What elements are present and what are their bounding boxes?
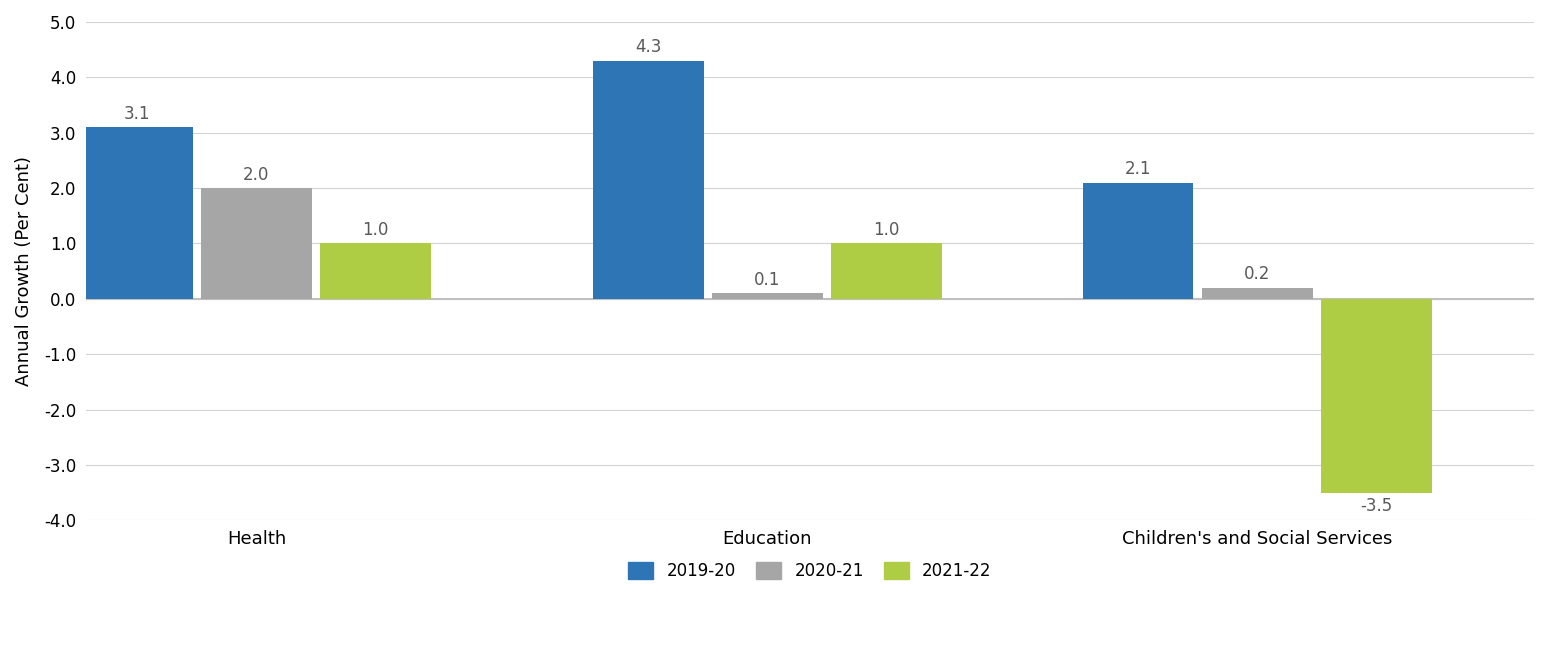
Text: 0.1: 0.1	[754, 271, 781, 289]
Bar	[832, 243, 942, 299]
Bar	[593, 61, 703, 299]
Text: 1.0: 1.0	[874, 221, 900, 239]
Bar	[321, 243, 431, 299]
Bar	[201, 188, 311, 299]
Text: 4.3: 4.3	[635, 38, 661, 56]
Bar	[713, 293, 823, 299]
Bar	[1321, 299, 1431, 492]
Bar	[82, 127, 192, 299]
Text: 3.1: 3.1	[124, 105, 150, 123]
Bar	[1083, 182, 1193, 299]
Text: 2.1: 2.1	[1125, 160, 1151, 178]
Text: 0.2: 0.2	[1244, 265, 1270, 283]
Bar	[1202, 288, 1312, 299]
Text: 2.0: 2.0	[243, 166, 270, 184]
Text: -3.5: -3.5	[1360, 497, 1393, 515]
Text: 1.0: 1.0	[362, 221, 389, 239]
Y-axis label: Annual Growth (Per Cent): Annual Growth (Per Cent)	[15, 156, 33, 386]
Legend: 2019-20, 2020-21, 2021-22: 2019-20, 2020-21, 2021-22	[621, 555, 998, 587]
